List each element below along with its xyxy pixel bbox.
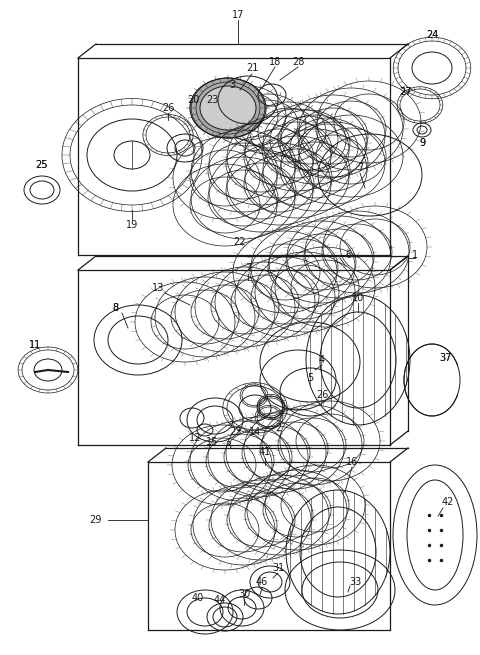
Text: 22: 22 xyxy=(234,237,246,247)
Text: 23: 23 xyxy=(206,95,218,105)
Text: 20: 20 xyxy=(187,95,199,105)
Text: 40: 40 xyxy=(192,593,204,603)
Ellipse shape xyxy=(190,78,266,138)
Text: 9: 9 xyxy=(419,138,425,148)
Text: 1: 1 xyxy=(412,250,418,260)
Text: 26: 26 xyxy=(316,390,328,400)
Text: 17: 17 xyxy=(232,10,244,20)
Text: 25: 25 xyxy=(36,160,48,170)
Text: 3: 3 xyxy=(229,80,235,90)
Text: 8: 8 xyxy=(112,303,118,313)
Text: 31: 31 xyxy=(272,563,284,573)
Text: 33: 33 xyxy=(349,577,361,587)
Text: 4: 4 xyxy=(319,355,325,365)
Text: 27: 27 xyxy=(399,87,411,97)
Text: 24: 24 xyxy=(426,30,438,40)
Text: 30: 30 xyxy=(238,589,250,599)
Text: 21: 21 xyxy=(246,63,258,73)
Text: 10: 10 xyxy=(352,293,364,303)
Text: 42: 42 xyxy=(442,497,454,507)
Text: 24: 24 xyxy=(426,30,438,40)
Text: 14: 14 xyxy=(249,427,261,437)
Text: 29: 29 xyxy=(89,515,101,525)
Text: 12: 12 xyxy=(189,433,201,443)
Text: 16: 16 xyxy=(346,457,358,467)
Text: 8: 8 xyxy=(112,303,118,313)
Text: 15: 15 xyxy=(206,437,218,447)
Text: 7: 7 xyxy=(357,163,363,173)
Text: 37: 37 xyxy=(439,353,451,363)
Text: 27: 27 xyxy=(399,87,411,97)
Text: 26: 26 xyxy=(162,103,174,113)
Text: 2: 2 xyxy=(275,423,281,433)
Text: 23: 23 xyxy=(229,427,241,437)
Text: 41: 41 xyxy=(259,447,271,457)
Text: 25: 25 xyxy=(36,160,48,170)
Text: 9: 9 xyxy=(419,138,425,148)
Text: 6: 6 xyxy=(345,250,351,260)
Ellipse shape xyxy=(200,86,256,130)
Text: 7: 7 xyxy=(245,263,251,273)
Text: 19: 19 xyxy=(126,220,138,230)
Text: 28: 28 xyxy=(292,57,304,67)
Text: 18: 18 xyxy=(269,57,281,67)
Text: 5: 5 xyxy=(307,373,313,383)
Text: 44: 44 xyxy=(214,595,226,605)
Text: 37: 37 xyxy=(439,353,451,363)
Text: 46: 46 xyxy=(256,577,268,587)
Text: 11: 11 xyxy=(29,340,41,350)
Text: 13: 13 xyxy=(152,283,164,293)
Text: 11: 11 xyxy=(29,340,41,350)
Text: 3: 3 xyxy=(225,441,231,451)
